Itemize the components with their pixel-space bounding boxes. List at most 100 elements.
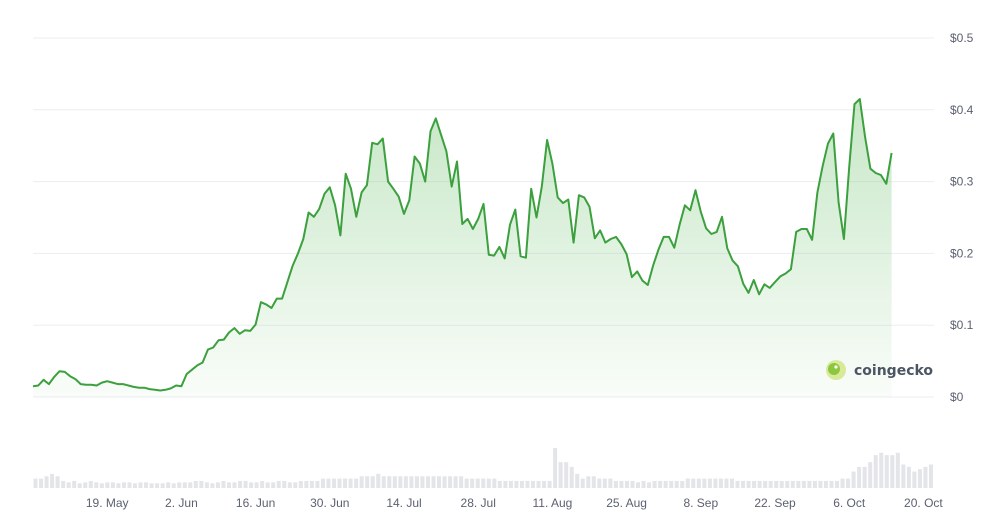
volume-bar	[553, 448, 558, 488]
x-tick-label: 20. Oct	[904, 496, 943, 510]
volume-bar	[917, 469, 922, 488]
volume-bar	[442, 476, 447, 488]
volume-bar	[608, 478, 613, 488]
volume-bar	[851, 471, 856, 488]
volume-bar	[182, 482, 187, 488]
volume-bar	[718, 478, 723, 488]
volume-bar	[61, 480, 66, 488]
volume-bar	[337, 478, 342, 488]
volume-bar	[293, 482, 298, 488]
x-tick-label: 22. Sep	[754, 496, 796, 510]
y-tick-label: $0	[950, 390, 964, 404]
volume-bar	[713, 478, 718, 488]
volume-bar	[774, 480, 779, 488]
volume-bar	[271, 482, 276, 488]
volume-bar	[503, 480, 508, 488]
volume-bar	[243, 480, 248, 488]
volume-bar	[768, 480, 773, 488]
volume-bar	[50, 473, 55, 488]
volume-bar	[823, 480, 828, 488]
gecko-eye-icon	[834, 365, 838, 369]
volume-bar	[359, 476, 364, 488]
volume-bar	[304, 480, 309, 488]
volume-bar	[420, 476, 425, 488]
volume-bar	[210, 483, 215, 488]
gecko-head-icon	[828, 363, 840, 375]
volume-bar	[514, 480, 519, 488]
y-tick-label: $0.3	[950, 175, 974, 189]
volume-bar	[66, 482, 71, 488]
volume-bar	[624, 480, 629, 488]
volume-bar	[497, 480, 502, 488]
volume-bar	[525, 480, 530, 488]
volume-bar	[414, 476, 419, 488]
volume-bar	[591, 476, 596, 488]
volume-bar	[132, 483, 138, 488]
volume-bar	[232, 482, 237, 488]
volume-bar	[160, 483, 165, 488]
volume-bar	[171, 483, 176, 488]
volume-bar	[77, 483, 82, 488]
y-tick-label: $0.2	[950, 246, 974, 260]
volume-bar	[873, 455, 878, 488]
volume-bar	[459, 476, 464, 488]
volume-bar	[492, 478, 497, 488]
volume-bar	[481, 478, 486, 488]
volume-bar	[470, 478, 475, 488]
volume-bar	[343, 478, 348, 488]
volume-bar	[829, 480, 834, 488]
volume-bar	[486, 478, 491, 488]
volume-bar	[696, 478, 701, 488]
volume-bar	[199, 480, 204, 488]
volume-bar	[392, 476, 397, 488]
volume-bar	[249, 482, 254, 488]
volume-bar	[226, 482, 231, 488]
volume-bar	[890, 455, 895, 488]
volume-bar	[602, 478, 607, 488]
volume-bar	[204, 482, 209, 488]
volume-bar	[542, 480, 547, 488]
volume-bar	[879, 452, 884, 488]
x-tick-label: 2. Jun	[165, 496, 198, 510]
volume-bar	[464, 478, 469, 488]
volume-bar	[309, 480, 314, 488]
volume-bar	[72, 480, 77, 488]
volume-bar	[895, 452, 900, 488]
volume-bar	[519, 480, 524, 488]
volume-bar	[702, 478, 707, 488]
volume-bar	[680, 480, 685, 488]
volume-bar	[846, 478, 851, 488]
volume-bar	[807, 480, 812, 488]
volume-bar	[884, 455, 889, 488]
volume-bar	[508, 480, 513, 488]
volume-bar	[669, 480, 674, 488]
volume-bar	[835, 480, 840, 488]
x-tick-label: 28. Jul	[461, 496, 496, 510]
volume-bar	[287, 482, 292, 488]
volume-bar	[55, 476, 60, 488]
volume-bar	[348, 478, 353, 488]
volume-bar	[33, 478, 38, 488]
volume-bar	[265, 482, 270, 488]
volume-bar	[741, 480, 746, 488]
volume-bar	[365, 476, 370, 488]
volume-bar	[564, 462, 569, 488]
volume-bar	[166, 482, 171, 488]
volume-bar	[735, 480, 740, 488]
volume-bar	[801, 480, 806, 488]
x-tick-label: 8. Sep	[683, 496, 718, 510]
volume-bar	[818, 480, 823, 488]
volume-bar	[453, 476, 458, 488]
watermark-brand-text: coingecko	[854, 363, 933, 379]
volume-bar	[729, 478, 735, 488]
volume-bar	[144, 482, 149, 488]
volume-bar	[110, 482, 115, 488]
volume-bar	[857, 466, 862, 488]
volume-bar	[757, 480, 762, 488]
volume-bar	[558, 462, 563, 488]
volume-bar	[437, 476, 442, 488]
volume-bar	[431, 476, 436, 488]
volume-bar	[636, 482, 641, 488]
volume-bar	[94, 482, 99, 488]
